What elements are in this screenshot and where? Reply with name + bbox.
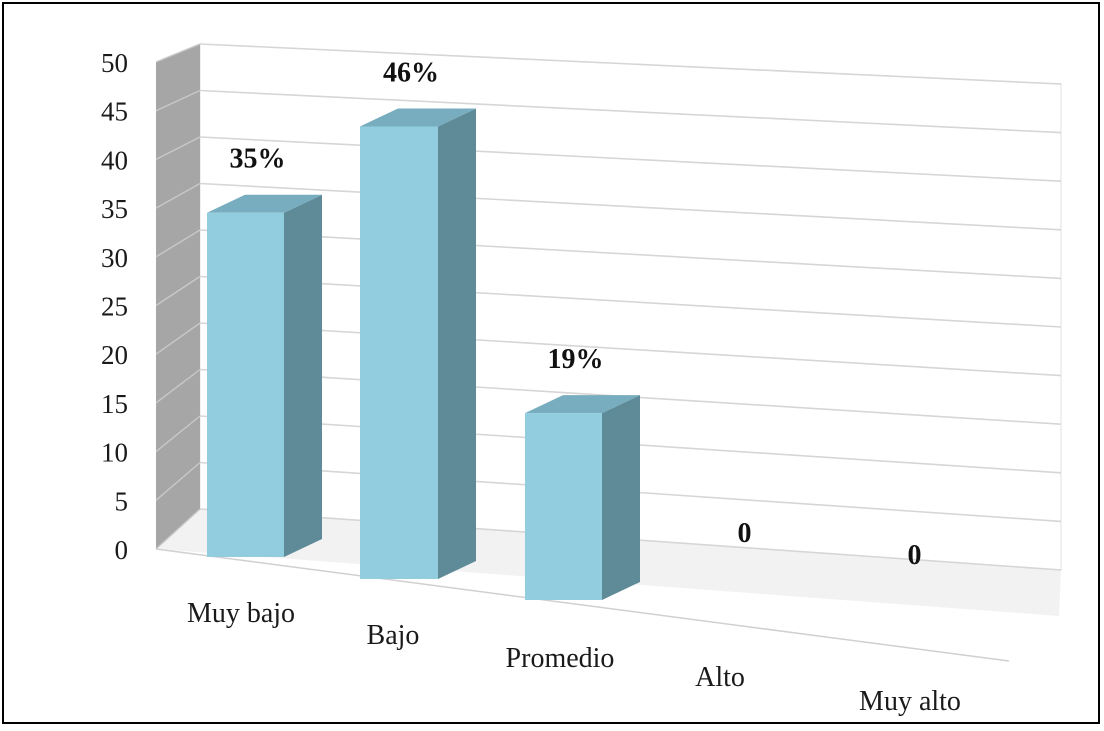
y-tick-label: 30 [101, 243, 128, 273]
y-tick-label: 15 [101, 389, 128, 419]
bar-top [525, 395, 640, 414]
y-tick-label: 40 [101, 145, 128, 175]
bar-side [438, 108, 476, 579]
gridline [199, 275, 1062, 328]
gridline [199, 89, 1062, 134]
data-label: 0 [908, 540, 922, 571]
gridline [199, 229, 1062, 280]
gridline [199, 322, 1062, 377]
y-tick-label: 50 [101, 48, 128, 78]
gridline [199, 136, 1062, 182]
x-category-label: Bajo [367, 620, 420, 651]
y-tick-label: 10 [101, 438, 128, 468]
x-category-label: Muy bajo [187, 598, 295, 629]
bar-top [207, 194, 322, 213]
bar-chart-3d: 0 5 10 15 20 25 30 35 40 45 50 35% Muy bajo 46% Bajo 19… [101, 43, 1062, 717]
bar-top [360, 108, 476, 127]
side-gridline [155, 89, 201, 112]
x-category-label: Promedio [506, 643, 615, 674]
y-tick-label: 35 [101, 194, 128, 224]
side-gridline [155, 43, 201, 63]
y-tick-label: 0 [115, 535, 129, 565]
y-tick-label: 25 [101, 292, 128, 322]
side-gridline [155, 275, 201, 307]
side-gridline [155, 229, 201, 258]
side-gridline [155, 461, 201, 501]
bar [525, 413, 602, 600]
chart-side-wall [156, 44, 200, 549]
y-tick-label: 45 [101, 97, 128, 127]
data-label: 35% [230, 144, 286, 175]
data-label: 19% [548, 344, 604, 375]
y-tick-label: 5 [115, 486, 129, 516]
x-category-label: Muy alto [859, 686, 961, 717]
floor-front-edge [155, 548, 1010, 662]
gridline [199, 43, 1062, 85]
side-gridline [155, 368, 201, 404]
side-gridline [155, 508, 201, 550]
y-tick-label: 20 [101, 340, 128, 370]
bar [207, 212, 284, 558]
gridline [199, 182, 1062, 231]
data-label: 46% [383, 57, 439, 88]
data-label: 0 [738, 518, 752, 549]
side-gridline [155, 415, 201, 453]
x-category-label: Alto [695, 662, 745, 693]
side-gridline [155, 182, 201, 209]
side-gridline [155, 322, 201, 355]
bar-side [284, 194, 322, 558]
bar-side [602, 395, 640, 600]
side-gridline [155, 136, 201, 161]
bar [360, 126, 438, 579]
